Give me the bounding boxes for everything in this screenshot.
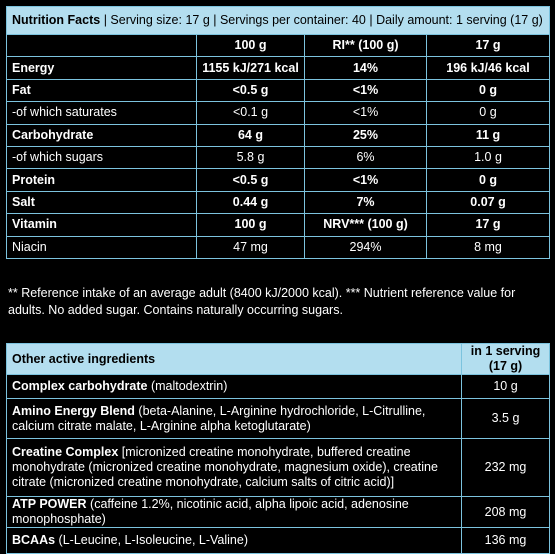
nutrition-row: -of which sugars 5.8 g 6% 1.0 g bbox=[6, 145, 550, 170]
ingredient-amount: 232 mg bbox=[461, 438, 550, 497]
ingredient-desc: (maltodextrin) bbox=[150, 379, 228, 393]
nutrient-value: 100 g bbox=[196, 213, 305, 237]
nutrition-row: 100 g RI** (100 g) 17 g bbox=[6, 33, 550, 58]
ingredient-row: Complex carbohydrate (maltodextrin) 10 g bbox=[6, 374, 550, 399]
ingredient-name: BCAAs bbox=[12, 533, 56, 547]
nutrient-name: -of which sugars bbox=[6, 145, 197, 170]
nutrient-value: 0.44 g bbox=[196, 190, 305, 215]
ingredient-cell: Complex carbohydrate (maltodextrin) bbox=[6, 374, 462, 399]
ingredient-name: Creatine Complex bbox=[12, 445, 119, 459]
nutrient-value: 0.07 g bbox=[426, 190, 550, 215]
nutrient-value: <1% bbox=[304, 168, 427, 192]
nutrient-name: Protein bbox=[6, 168, 197, 192]
nutrient-value: 14% bbox=[304, 56, 427, 80]
nutrient-name: Carbohydrate bbox=[6, 123, 197, 147]
nutrient-value: 64 g bbox=[196, 123, 305, 147]
nutrient-value: <1% bbox=[304, 101, 427, 125]
nutrient-name: -of which saturates bbox=[6, 101, 197, 125]
ingredient-amount: 136 mg bbox=[461, 527, 550, 554]
ingredient-desc: [micronized creatine monohydrate, buffer… bbox=[12, 445, 438, 489]
header-row: Other active ingredients in 1 serving (1… bbox=[6, 343, 550, 375]
header-title: Nutrition Facts bbox=[12, 13, 101, 27]
header-row: Nutrition Facts | Serving size: 17 g | S… bbox=[6, 6, 550, 35]
ingredient-cell: Amino Energy Blend (beta-Alanine, L-Argi… bbox=[6, 398, 462, 439]
nutrient-value: <0.5 g bbox=[196, 168, 305, 192]
nutrition-row: Protein <0.5 g <1% 0 g bbox=[6, 168, 550, 192]
ingredient-desc: (beta-Alanine, L-Arginine hydrochloride,… bbox=[12, 403, 426, 433]
nutrient-value: 17 g bbox=[426, 33, 550, 58]
nutrient-name: Energy bbox=[6, 56, 197, 80]
nutrient-value: 0 g bbox=[426, 78, 550, 103]
nutrition-row: Niacin 47 mg 294% 8 mg bbox=[6, 235, 550, 259]
nutrient-value: 294% bbox=[304, 235, 427, 259]
ingredient-name: ATP POWER bbox=[12, 497, 87, 511]
nutrient-value: 11 g bbox=[426, 123, 550, 147]
nutrition-row: -of which saturates <0.1 g <1% 0 g bbox=[6, 101, 550, 125]
nutrient-name: Salt bbox=[6, 190, 197, 215]
header-cell: Other active ingredients bbox=[6, 343, 462, 375]
nutrient-value: NRV*** (100 g) bbox=[304, 213, 427, 237]
ingredient-cell: Creatine Complex [micronized creatine mo… bbox=[6, 438, 462, 497]
nutrient-value: 17 g bbox=[426, 213, 550, 237]
ingredient-amount: 208 mg bbox=[461, 496, 550, 528]
ingredient-cell: BCAAs (L-Leucine, L-Isoleucine, L-Valine… bbox=[6, 527, 462, 554]
nutrition-row: Fat <0.5 g <1% 0 g bbox=[6, 78, 550, 103]
nutrition-row: Energy 1155 kJ/271 kcal 14% 196 kJ/46 kcal bbox=[6, 56, 550, 80]
nutrition-row: Vitamin 100 g NRV*** (100 g) 17 g bbox=[6, 213, 550, 237]
nutrient-value: 6% bbox=[304, 145, 427, 170]
ingredient-desc: (L-Leucine, L-Isoleucine, L-Valine) bbox=[58, 533, 248, 547]
nutrient-value: 7% bbox=[304, 190, 427, 215]
nutrient-value: RI** (100 g) bbox=[304, 33, 427, 58]
nutrient-name: Vitamin bbox=[6, 213, 197, 237]
ingredient-amount: 10 g bbox=[461, 374, 550, 399]
ingredient-row: BCAAs (L-Leucine, L-Isoleucine, L-Valine… bbox=[6, 527, 550, 554]
nutrient-value: 1155 kJ/271 kcal bbox=[196, 56, 305, 80]
ingredient-desc: (caffeine 1.2%, nicotinic acid, alpha li… bbox=[12, 497, 409, 526]
footnote: ** Reference intake of an average adult … bbox=[8, 286, 516, 317]
nutrient-name: Niacin bbox=[6, 235, 197, 259]
ingredient-row: Amino Energy Blend (beta-Alanine, L-Argi… bbox=[6, 398, 550, 439]
ingredients-table: Other active ingredients in 1 serving (1… bbox=[6, 343, 550, 554]
nutrient-name bbox=[6, 33, 197, 58]
header-cell: Nutrition Facts | Serving size: 17 g | S… bbox=[6, 6, 550, 35]
nutrient-value: 1.0 g bbox=[426, 145, 550, 170]
nutrition-row: Salt 0.44 g 7% 0.07 g bbox=[6, 190, 550, 215]
nutrient-value: 8 mg bbox=[426, 235, 550, 259]
nutrient-value: 0 g bbox=[426, 168, 550, 192]
nutrient-name: Fat bbox=[6, 78, 197, 103]
ingredient-name: Complex carbohydrate bbox=[12, 379, 148, 393]
nutrient-value: <1% bbox=[304, 78, 427, 103]
ingredient-amount: 3.5 g bbox=[461, 398, 550, 439]
nutrition-row: Carbohydrate 64 g 25% 11 g bbox=[6, 123, 550, 147]
ingredient-row: ATP POWER (caffeine 1.2%, nicotinic acid… bbox=[6, 496, 550, 528]
ingredient-cell: ATP POWER (caffeine 1.2%, nicotinic acid… bbox=[6, 496, 462, 528]
nutrient-value: 0 g bbox=[426, 101, 550, 125]
header-cell: in 1 serving (17 g) bbox=[461, 343, 550, 375]
header-text: | Serving size: 17 g | Servings per cont… bbox=[103, 13, 543, 27]
nutrient-value: 100 g bbox=[196, 33, 305, 58]
nutrient-value: 196 kJ/46 kcal bbox=[426, 56, 550, 80]
nutrient-value: 5.8 g bbox=[196, 145, 305, 170]
nutrient-value: 47 mg bbox=[196, 235, 305, 259]
ingredient-name: Amino Energy Blend bbox=[12, 403, 135, 418]
nutrition-table: Nutrition Facts | Serving size: 17 g | S… bbox=[6, 6, 550, 259]
nutrient-value: 25% bbox=[304, 123, 427, 147]
nutrient-value: <0.5 g bbox=[196, 78, 305, 103]
nutrient-value: <0.1 g bbox=[196, 101, 305, 125]
ingredient-row: Creatine Complex [micronized creatine mo… bbox=[6, 438, 550, 497]
